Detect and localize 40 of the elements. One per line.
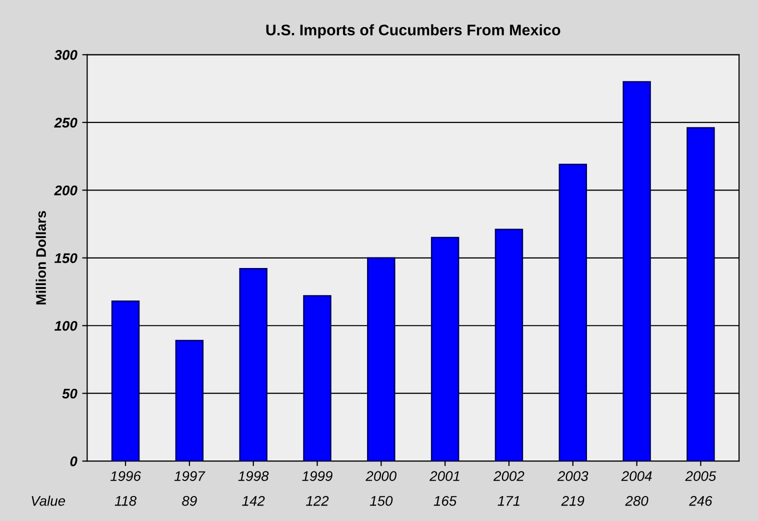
data-label: 246: [689, 496, 712, 506]
x-tick-label: 2004: [621, 471, 652, 482]
bar: [686, 127, 715, 462]
y-tick-label: 100: [54, 320, 78, 331]
y-tick-label: 250: [54, 118, 78, 128]
y-tick-label: 50: [62, 388, 78, 399]
data-label: 122: [306, 496, 329, 506]
data-label: 165: [434, 496, 457, 506]
bar: [558, 164, 587, 462]
data-label: 219: [561, 496, 584, 506]
y-tick-label: 200: [54, 186, 78, 196]
data-label: 118: [114, 496, 137, 506]
data-label: 142: [242, 496, 265, 506]
bar: [111, 300, 140, 462]
x-tick-label: 2005: [685, 471, 716, 482]
data-label: 171: [498, 496, 520, 506]
x-tick-label: 2003: [557, 471, 588, 482]
data-label: 89: [182, 496, 197, 506]
bar: [430, 236, 460, 462]
y-axis-title: Million Dollars: [36, 211, 46, 304]
x-tick-label: 2002: [493, 471, 524, 482]
bar: [622, 81, 651, 462]
data-label: 150: [370, 496, 393, 506]
x-tick-label: 1998: [238, 471, 269, 482]
x-tick-label: 2000: [366, 471, 396, 482]
bar: [367, 257, 396, 462]
x-tick-label: 2001: [430, 471, 460, 482]
y-tick-label: 150: [54, 253, 78, 264]
bar: [303, 295, 332, 462]
bar: [175, 340, 204, 462]
y-tick-label: 0: [70, 456, 78, 466]
text: Value: [32, 496, 66, 506]
data-label: 280: [625, 496, 648, 506]
bar: [494, 228, 524, 462]
chart-title: U.S. Imports of Cucumbers From Mexico: [266, 24, 560, 38]
x-tick-label: 1999: [302, 471, 332, 482]
bar: [239, 268, 268, 462]
y-tick-label: 300: [54, 50, 78, 60]
x-tick-label: 1997: [174, 471, 206, 482]
x-tick-label: 1996: [110, 471, 141, 482]
